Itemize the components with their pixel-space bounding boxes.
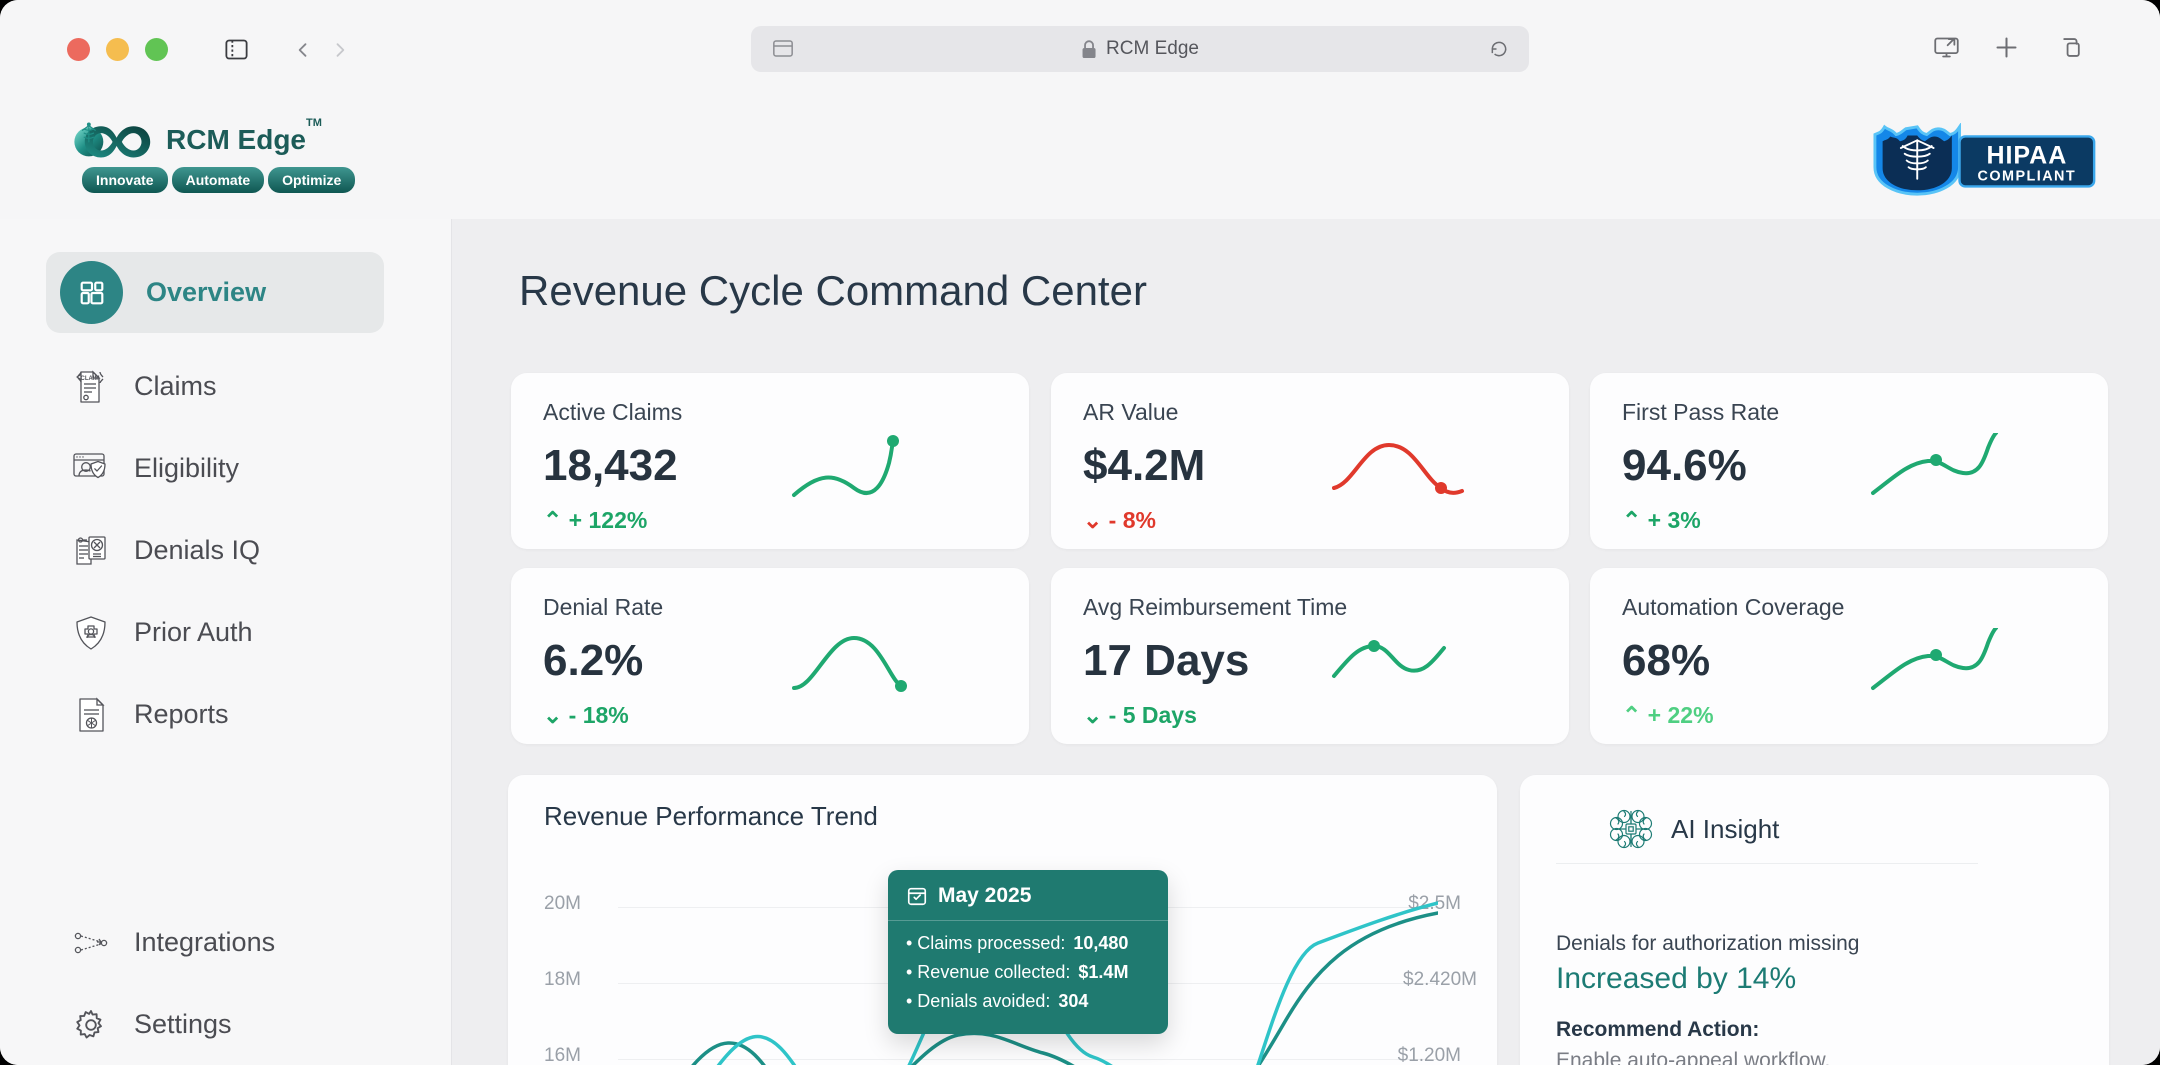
svg-text:CLAIM: CLAIM [81,376,100,382]
svg-text:COMPLIANT: COMPLIANT [1978,169,2077,185]
svg-text:HIPAA: HIPAA [1986,141,2067,169]
